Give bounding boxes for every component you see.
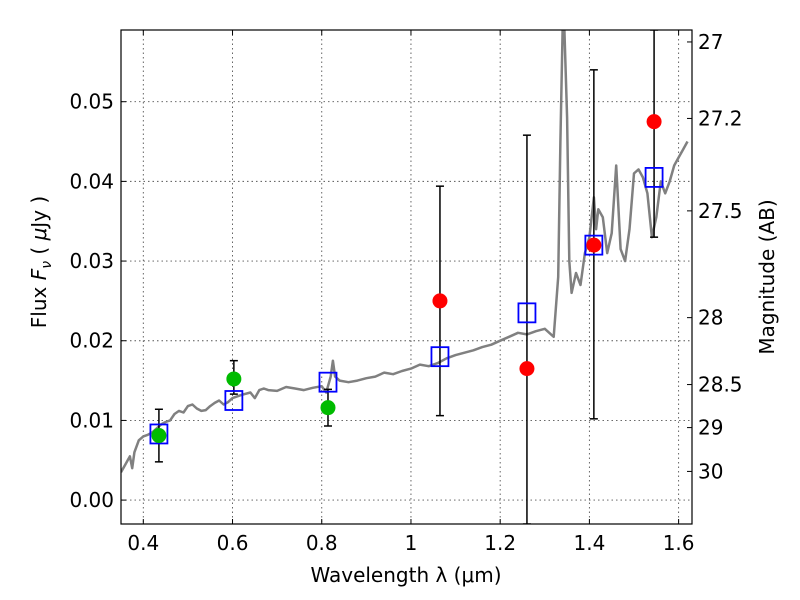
x-tick-label: 0.8 <box>306 531 338 555</box>
x-axis-label: Wavelength λ (μm) <box>310 563 501 587</box>
x-axis-ticks: 0.4 0.6 0.8 1 1.2 1.4 1.6 <box>127 30 695 555</box>
magnitude-tick-label: 28 <box>698 306 723 330</box>
grid <box>121 30 692 524</box>
model-photometry-square <box>224 390 244 411</box>
y-tick-label: 0.05 <box>69 90 114 114</box>
y-tick-label: 0.00 <box>69 488 114 512</box>
magnitude-axis-ticks: 27 27.2 27.5 28 28.5 29 30 <box>687 30 743 483</box>
model-photometry-square <box>149 423 169 445</box>
x-tick-label: 1.2 <box>484 531 516 555</box>
magnitude-tick-label: 28.5 <box>698 373 743 397</box>
magnitude-tick-label: 27 <box>698 30 723 54</box>
model-photometry-square <box>318 371 338 393</box>
x-tick-label: 1 <box>405 531 418 555</box>
y-tick-label: 0.03 <box>69 249 114 273</box>
x-tick-label: 0.6 <box>217 531 249 555</box>
observed-flux-point <box>586 237 602 253</box>
model-photometry-square <box>584 234 604 256</box>
y-tick-label: 0.02 <box>69 329 114 353</box>
observed-flux-point <box>320 400 336 416</box>
model-photometry-square <box>430 346 450 368</box>
y-axis-ticks: 0.00 0.01 0.02 0.03 0.04 0.05 <box>69 90 126 512</box>
x-tick-label: 0.4 <box>127 531 159 555</box>
model-photometry-square <box>644 167 664 188</box>
plot-frame <box>120 29 693 525</box>
observed-flux-point <box>226 371 242 387</box>
magnitude-tick-label: 27.5 <box>698 199 743 223</box>
model-photometry-square <box>517 302 537 324</box>
magnitude-axis-label: Magnitude (AB) <box>755 199 779 354</box>
observed-flux-point <box>646 114 662 130</box>
magnitude-tick-label: 30 <box>698 459 723 483</box>
y-tick-label: 0.01 <box>69 408 114 432</box>
observed-flux-point <box>151 428 167 444</box>
magnitude-tick-label: 27.2 <box>698 106 743 130</box>
x-tick-label: 1.6 <box>663 531 695 555</box>
observed-flux-point <box>432 293 448 309</box>
observed-flux-point <box>519 361 535 377</box>
model-sed-line <box>121 30 689 473</box>
x-tick-label: 1.4 <box>573 531 605 555</box>
y-tick-label: 0.04 <box>69 169 114 193</box>
y-axis-label: Flux Fν ( μJy ) <box>27 196 55 328</box>
magnitude-tick-label: 29 <box>698 416 723 440</box>
markers <box>149 114 664 445</box>
